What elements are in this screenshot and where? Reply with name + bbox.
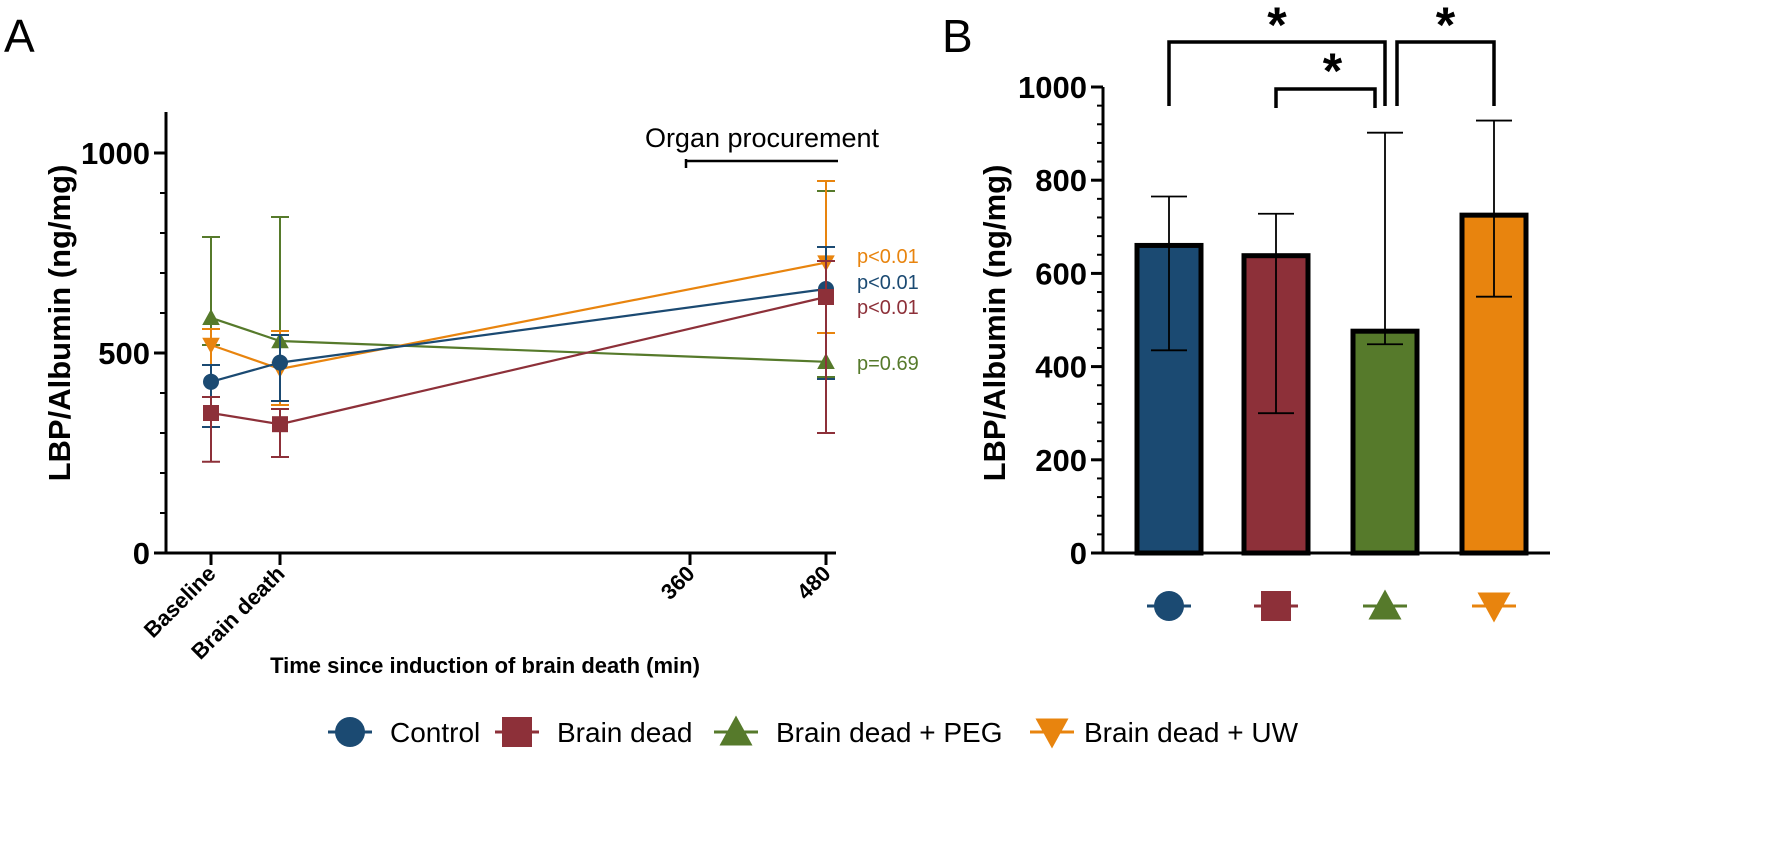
panel-b-y-tick-label: 0 xyxy=(1070,536,1087,571)
point-uw xyxy=(202,337,220,354)
panel-b-y-tick-label: 1000 xyxy=(1018,70,1087,105)
line-brain_dead xyxy=(210,295,827,426)
panel-b-y-tick-label: 400 xyxy=(1035,350,1087,385)
line-peg xyxy=(210,316,827,363)
sig-bracket-control-peg xyxy=(1167,40,1387,106)
panel-b-y-tick-label: 600 xyxy=(1035,256,1087,291)
legend: Control Brain dead Brain dead + PEG Brain d… xyxy=(328,715,1299,749)
point-brain_dead xyxy=(272,416,288,433)
legend-brain_dead-label: Brain dead xyxy=(557,717,692,748)
panel-a-x-tick-label: 480 xyxy=(792,561,836,605)
panel-a-xlabel: Time since induction of brain death (min… xyxy=(270,653,700,678)
legend-peg-label: Brain dead + PEG xyxy=(776,717,1002,748)
panel-a-label: A xyxy=(4,10,35,62)
category-brain_dead-icon xyxy=(1261,591,1291,621)
bar-peg xyxy=(1350,328,1420,556)
panel-a-ylabel: LBP/Albumin (ng/mg) xyxy=(42,165,77,482)
legend-control-icon xyxy=(335,717,365,747)
panel-b-ylabel: LBP/Albumin (ng/mg) xyxy=(977,165,1012,482)
legend-control-label: Control xyxy=(390,717,480,748)
organ-procurement-label: Organ procurement xyxy=(645,123,880,153)
category-uw-icon xyxy=(1477,592,1511,623)
category-peg-icon xyxy=(1368,589,1402,620)
line-uw xyxy=(210,261,827,371)
sig-star-peg-uw: * xyxy=(1436,0,1456,53)
category-control-icon xyxy=(1154,591,1184,621)
sig-bracket-peg-uw xyxy=(1395,40,1496,106)
panel-b-plot: 0 200 400 600 800 1000 * * * xyxy=(1018,0,1550,623)
point-control xyxy=(272,354,288,371)
p-value-control: p<0.01 xyxy=(857,272,919,294)
sig-star-braindead-peg: * xyxy=(1323,43,1343,99)
legend-uw-label: Brain dead + UW xyxy=(1084,717,1299,748)
panel-b-label: B xyxy=(942,10,973,62)
point-control xyxy=(203,373,219,390)
p-value-brain_dead: p<0.01 xyxy=(857,297,919,319)
sig-bracket-braindead-peg xyxy=(1274,87,1377,108)
sig-star-control-peg: * xyxy=(1267,0,1287,53)
panel-a-x-tick-label: 360 xyxy=(656,561,700,605)
panel-b-y-tick-label: 800 xyxy=(1035,163,1087,198)
legend-uw-icon xyxy=(1035,718,1069,749)
panel-a-y-tick-label: 0 xyxy=(133,536,150,571)
point-peg xyxy=(202,309,220,325)
p-value-peg: p=0.69 xyxy=(857,353,919,375)
panel-a-y-tick-label: 1000 xyxy=(81,136,150,171)
point-brain_dead xyxy=(818,289,834,305)
p-value-uw: p<0.01 xyxy=(857,246,919,268)
point-brain_dead xyxy=(203,405,219,421)
panel-a-y-tick-label: 500 xyxy=(98,336,150,371)
legend-peg-icon xyxy=(719,715,753,746)
panel-b-y-tick-label: 200 xyxy=(1035,443,1087,478)
legend-brain_dead-icon xyxy=(502,717,532,747)
